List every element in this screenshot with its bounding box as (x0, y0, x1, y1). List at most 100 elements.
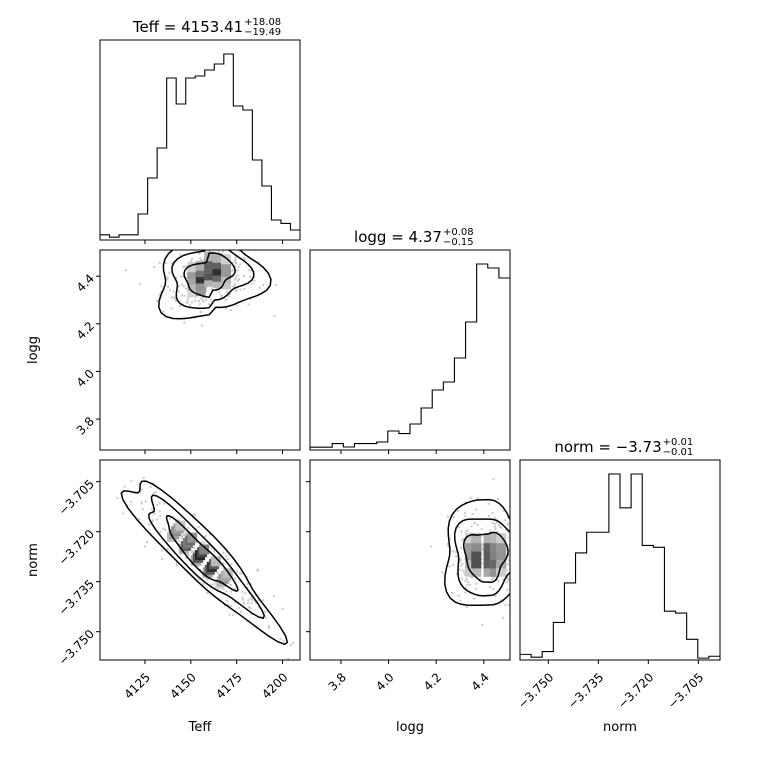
sample-point (179, 253, 182, 256)
sample-point (464, 531, 467, 534)
title-lower-error: −0.15 (443, 237, 474, 248)
x-tick-label: 3.8 (326, 670, 349, 693)
sample-point (236, 279, 239, 282)
sample-point (222, 250, 225, 253)
sample-point (232, 268, 235, 271)
sample-point (236, 269, 239, 272)
sample-point (481, 562, 484, 565)
sample-point (225, 298, 228, 301)
sample-point (235, 304, 238, 307)
density-cell (220, 254, 231, 265)
sample-point (459, 557, 462, 560)
sample-point (476, 524, 479, 527)
sample-point (197, 578, 200, 581)
sample-point (430, 545, 433, 548)
sample-point (517, 519, 519, 521)
sample-point (153, 512, 156, 515)
sample-point (505, 569, 508, 572)
sample-point (175, 564, 178, 567)
sample-point (243, 247, 245, 249)
sample-point (237, 607, 240, 610)
sample-point (201, 299, 204, 302)
density-cell (471, 558, 482, 569)
sample-point (511, 505, 513, 507)
sample-point (185, 556, 188, 559)
sample-point (246, 602, 249, 605)
sample-point (455, 572, 458, 575)
sample-point (191, 554, 194, 557)
sample-point (175, 276, 178, 279)
sample-point (501, 578, 504, 581)
sample-point (185, 533, 188, 536)
sample-point (462, 537, 465, 540)
x-tick-label: 4.4 (468, 670, 491, 693)
sample-point (459, 599, 462, 602)
sample-point (273, 314, 276, 317)
sample-point (257, 245, 259, 247)
sample-point (506, 523, 509, 526)
sample-point (464, 515, 467, 518)
sample-point (234, 256, 237, 259)
sample-point (491, 521, 494, 524)
sample-point (218, 290, 221, 293)
sample-point (235, 261, 238, 264)
sample-point (200, 324, 203, 327)
sample-point (123, 485, 126, 488)
sample-point (130, 479, 133, 482)
sample-point (172, 290, 175, 293)
sample-point (512, 541, 514, 543)
sample-point (148, 523, 151, 526)
sample-point (203, 541, 206, 544)
density-logg-vs-Teff (124, 238, 277, 327)
sample-point (507, 578, 510, 581)
sample-point (198, 303, 201, 306)
sample-point (177, 285, 180, 288)
sample-point (239, 610, 242, 613)
sample-point (480, 545, 483, 548)
sample-point (143, 545, 146, 548)
sample-point (458, 568, 461, 571)
sample-point (205, 577, 208, 580)
sample-point (448, 537, 451, 540)
sample-point (281, 608, 284, 611)
sample-point (507, 559, 510, 562)
x-tick-label: −3.720 (615, 670, 656, 711)
density-cell (464, 533, 475, 544)
sample-point (140, 501, 143, 504)
sample-point (198, 252, 201, 255)
y-tick-label: −3.720 (56, 527, 97, 568)
sample-point (241, 590, 244, 593)
sample-point (158, 261, 161, 264)
density-cell (471, 550, 482, 560)
sample-point (506, 581, 509, 584)
sample-point (493, 576, 496, 579)
axes-frame (309, 249, 511, 451)
sample-point (224, 243, 226, 245)
sample-point (473, 597, 476, 600)
sample-point (164, 528, 167, 531)
density-cell (464, 558, 475, 569)
sample-point (249, 297, 252, 300)
sample-point (227, 558, 230, 561)
sample-point (183, 321, 186, 324)
sample-point (212, 238, 214, 240)
sample-point (494, 594, 497, 597)
sample-point (234, 258, 237, 261)
sample-point (461, 539, 464, 542)
sample-point (228, 613, 231, 616)
sample-point (229, 583, 232, 586)
sample-point (179, 305, 182, 308)
contour-line (120, 480, 289, 646)
sample-point (507, 530, 510, 533)
sample-point (244, 247, 246, 249)
sample-point (512, 541, 514, 543)
sample-point (164, 262, 167, 265)
sample-point (508, 549, 510, 552)
sample-point (170, 296, 173, 299)
sample-point (494, 525, 497, 528)
sample-point (231, 269, 234, 272)
sample-point (474, 587, 477, 590)
sample-point (209, 544, 212, 547)
sample-point (512, 528, 514, 530)
sample-point (160, 549, 163, 552)
